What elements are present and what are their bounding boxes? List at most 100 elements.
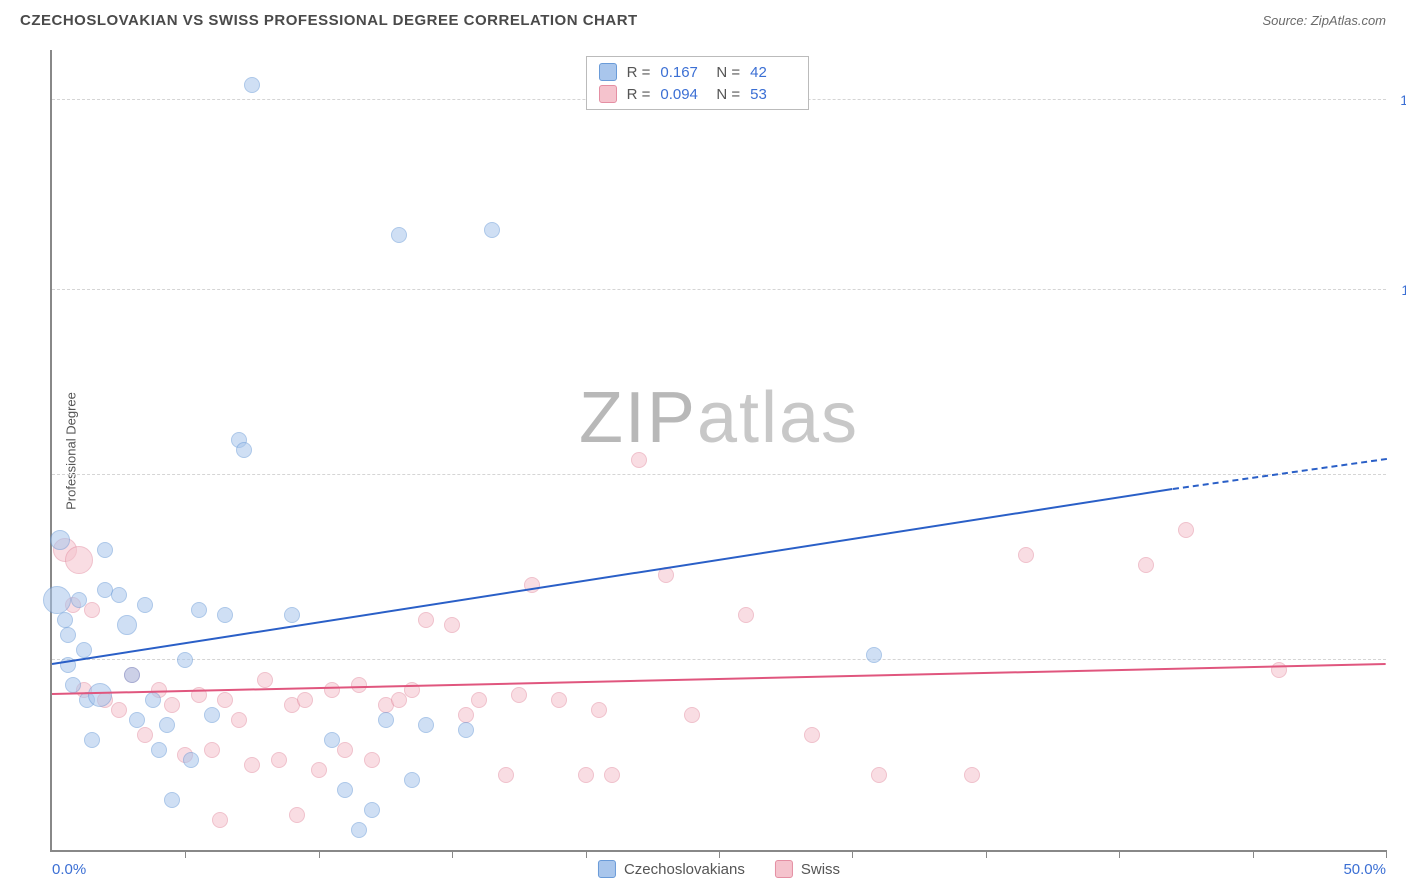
scatter-point-czechoslovakian	[866, 647, 882, 663]
scatter-point-swiss	[244, 757, 260, 773]
legend-item-series2: Swiss	[775, 860, 840, 878]
scatter-point-swiss	[871, 767, 887, 783]
watermark: ZIPatlas	[579, 377, 859, 459]
scatter-point-czechoslovakian	[458, 722, 474, 738]
scatter-point-czechoslovakian	[159, 717, 175, 733]
scatter-point-swiss	[591, 702, 607, 718]
scatter-point-swiss	[391, 692, 407, 708]
legend-item-series1: Czechoslovakians	[598, 860, 745, 878]
r-value: 0.167	[660, 64, 706, 81]
r-value: 0.094	[660, 86, 706, 103]
scatter-point-czechoslovakian	[284, 607, 300, 623]
scatter-point-czechoslovakian	[60, 627, 76, 643]
legend-label: Swiss	[801, 861, 840, 878]
scatter-point-swiss	[337, 742, 353, 758]
scatter-point-swiss	[297, 692, 313, 708]
scatter-point-czechoslovakian	[391, 227, 407, 243]
scatter-point-czechoslovakian	[76, 642, 92, 658]
scatter-point-swiss	[257, 672, 273, 688]
x-tick	[986, 850, 987, 858]
swatch-series1	[598, 860, 616, 878]
scatter-point-swiss	[289, 807, 305, 823]
scatter-point-swiss	[578, 767, 594, 783]
scatter-point-czechoslovakian	[97, 542, 113, 558]
scatter-point-czechoslovakian	[117, 615, 137, 635]
scatter-point-czechoslovakian	[404, 772, 420, 788]
scatter-point-swiss	[311, 762, 327, 778]
scatter-point-czechoslovakian	[84, 732, 100, 748]
chart-title: CZECHOSLOVAKIAN VS SWISS PROFESSIONAL DE…	[20, 12, 638, 29]
scatter-point-swiss	[511, 687, 527, 703]
x-tick	[1253, 850, 1254, 858]
trend-line-czechoslovakian	[52, 488, 1173, 665]
scatter-point-czechoslovakian	[88, 683, 112, 707]
grid-line	[52, 659, 1386, 660]
r-label: R =	[627, 64, 651, 81]
scatter-point-czechoslovakian	[71, 592, 87, 608]
scatter-point-czechoslovakian	[244, 77, 260, 93]
scatter-point-czechoslovakian	[378, 712, 394, 728]
scatter-point-swiss	[231, 712, 247, 728]
scatter-point-czechoslovakian	[217, 607, 233, 623]
n-label: N =	[716, 64, 740, 81]
scatter-point-czechoslovakian	[129, 712, 145, 728]
scatter-point-czechoslovakian	[57, 612, 73, 628]
scatter-point-swiss	[1138, 557, 1154, 573]
grid-line	[52, 289, 1386, 290]
scatter-point-swiss	[204, 742, 220, 758]
scatter-point-czechoslovakian	[65, 677, 81, 693]
scatter-point-swiss	[65, 546, 93, 574]
scatter-point-swiss	[551, 692, 567, 708]
swatch-series2	[599, 85, 617, 103]
scatter-point-czechoslovakian	[137, 597, 153, 613]
plot-region: ZIPatlas R = 0.167 N = 42 R = 0.094 N = …	[50, 50, 1386, 852]
scatter-point-czechoslovakian	[364, 802, 380, 818]
swatch-series2	[775, 860, 793, 878]
scatter-point-swiss	[471, 692, 487, 708]
scatter-point-swiss	[164, 697, 180, 713]
x-max-label: 50.0%	[1343, 861, 1386, 878]
scatter-point-czechoslovakian	[177, 652, 193, 668]
scatter-point-swiss	[738, 607, 754, 623]
scatter-point-swiss	[217, 692, 233, 708]
x-tick	[719, 850, 720, 858]
y-tick-label: 15.0%	[1400, 92, 1406, 108]
scatter-point-czechoslovakian	[191, 602, 207, 618]
grid-line	[52, 474, 1386, 475]
scatter-point-swiss	[212, 812, 228, 828]
scatter-point-swiss	[684, 707, 700, 723]
scatter-point-czechoslovakian	[183, 752, 199, 768]
scatter-point-czechoslovakian	[151, 742, 167, 758]
scatter-point-swiss	[1178, 522, 1194, 538]
scatter-point-czechoslovakian	[111, 587, 127, 603]
scatter-point-swiss	[1018, 547, 1034, 563]
y-tick-label: 11.2%	[1401, 282, 1406, 298]
scatter-point-swiss	[271, 752, 287, 768]
scatter-point-czechoslovakian	[50, 530, 70, 550]
legend-row-series1: R = 0.167 N = 42	[599, 61, 797, 83]
scatter-point-czechoslovakian	[164, 792, 180, 808]
chart-area: Professional Degree ZIPatlas R = 0.167 N…	[50, 50, 1386, 852]
series-legend: Czechoslovakians Swiss	[598, 860, 840, 878]
scatter-point-czechoslovakian	[124, 667, 140, 683]
scatter-point-swiss	[804, 727, 820, 743]
swatch-series1	[599, 63, 617, 81]
legend-label: Czechoslovakians	[624, 861, 745, 878]
x-tick	[185, 850, 186, 858]
x-min-label: 0.0%	[52, 861, 86, 878]
scatter-point-swiss	[364, 752, 380, 768]
scatter-point-czechoslovakian	[484, 222, 500, 238]
scatter-point-swiss	[631, 452, 647, 468]
n-label: N =	[716, 86, 740, 103]
x-tick	[852, 850, 853, 858]
x-tick	[1386, 850, 1387, 858]
legend-row-series2: R = 0.094 N = 53	[599, 83, 797, 105]
scatter-point-swiss	[964, 767, 980, 783]
source-attribution: Source: ZipAtlas.com	[1262, 13, 1386, 28]
scatter-point-czechoslovakian	[43, 586, 71, 614]
x-tick	[586, 850, 587, 858]
trend-line-swiss	[52, 663, 1386, 695]
scatter-point-swiss	[458, 707, 474, 723]
scatter-point-czechoslovakian	[324, 732, 340, 748]
correlation-legend: R = 0.167 N = 42 R = 0.094 N = 53	[586, 56, 810, 110]
